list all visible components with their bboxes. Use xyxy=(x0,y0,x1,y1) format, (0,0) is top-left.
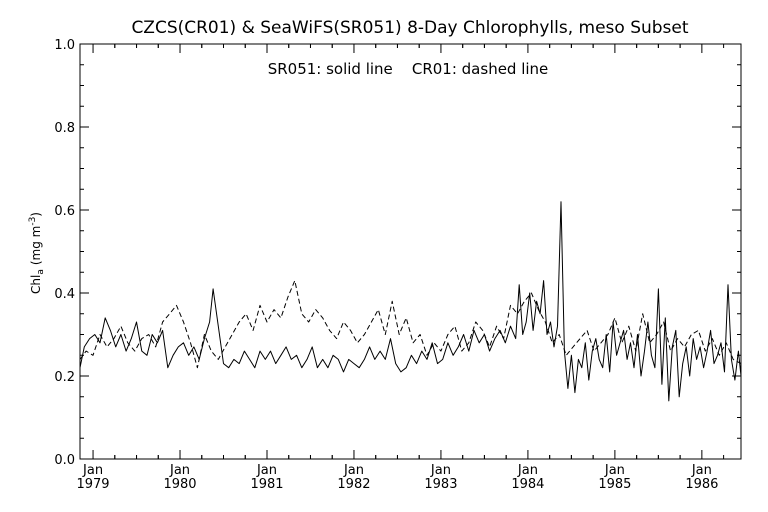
chart-title: CZCS(CR01) & SeaWiFS(SR051) 8-Day Chloro… xyxy=(131,18,688,38)
y-axis-label-close: ) xyxy=(29,212,43,217)
y-axis: 0.0 0.2 0.4 0.6 0.8 1.0 xyxy=(54,38,741,468)
y-tick-label: 0.0 xyxy=(54,453,75,468)
y-axis-label-main: Chl xyxy=(29,275,43,294)
series-line-sr051 xyxy=(79,201,742,402)
x-tick-label-year: 1983 xyxy=(424,477,457,492)
x-tick-label-year: 1982 xyxy=(337,477,370,492)
x-tick-label-year: 1980 xyxy=(163,477,196,492)
x-tick-label-month: Jan xyxy=(430,463,451,478)
x-tick-label-year: 1984 xyxy=(511,477,544,492)
x-tick-label-month: Jan xyxy=(82,463,103,478)
y-axis-label: Chla (mg m-3) xyxy=(28,212,46,294)
x-tick-label-month: Jan xyxy=(169,463,190,478)
x-tick-label-year: 1986 xyxy=(685,477,718,492)
svg-text:Chla(mg m-3): Chla (mg m-3) xyxy=(28,212,46,294)
series-layer xyxy=(79,201,742,402)
x-tick-label-month: Jan xyxy=(343,463,364,478)
y-tick-label: 0.2 xyxy=(54,370,75,385)
x-tick-label-month: Jan xyxy=(517,463,538,478)
x-tick-label-month: Jan xyxy=(256,463,277,478)
y-axis-label-units: (mg m xyxy=(29,226,43,266)
y-axis-label-sub: a xyxy=(36,269,46,275)
chart-annotation: SR051: solid line CR01: dashed line xyxy=(268,60,549,78)
y-tick-label: 0.8 xyxy=(54,121,75,136)
y-axis-label-exp: -3 xyxy=(28,217,38,226)
x-tick-label-month: Jan xyxy=(691,463,712,478)
x-tick-label-year: 1981 xyxy=(250,477,283,492)
plot-frame xyxy=(79,43,742,460)
series-line-cr01 xyxy=(79,280,742,369)
x-tick-label-year: 1979 xyxy=(76,477,109,492)
x-tick-label-month: Jan xyxy=(604,463,625,478)
x-tick-label-year: 1985 xyxy=(598,477,631,492)
x-axis: Jan1979Jan1980Jan1981Jan1982Jan1983Jan19… xyxy=(76,44,725,492)
y-tick-label: 1.0 xyxy=(54,38,75,53)
y-tick-label: 0.4 xyxy=(54,287,75,302)
y-tick-label: 0.6 xyxy=(54,204,75,219)
